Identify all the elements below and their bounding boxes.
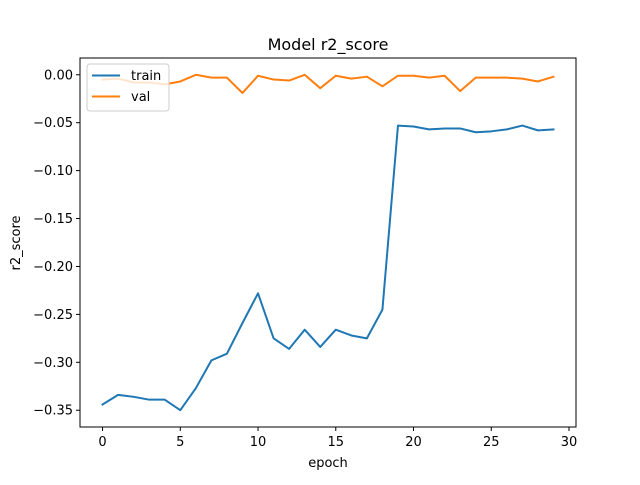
- data-point-train-20: [412, 125, 415, 128]
- data-point-val-25: [490, 76, 493, 79]
- data-point-val-16: [350, 77, 353, 80]
- data-point-train-12: [288, 348, 290, 350]
- x-axis-label: epoch: [308, 456, 348, 471]
- data-point-val-7: [210, 76, 213, 79]
- data-point-train-6: [195, 387, 197, 389]
- data-point-train-29: [552, 128, 555, 131]
- data-point-train-22: [443, 127, 446, 130]
- y-tick-label: −0.10: [33, 164, 73, 179]
- y-tick-label: −0.05: [33, 116, 73, 131]
- x-axis-ticks: 0 5 10 15 20 25 30: [98, 427, 577, 450]
- data-point-val-22: [443, 74, 446, 77]
- plot-area: 0 5 10 15 20 25 30 0.00 −0.05 −0.10 −0.15 −0.20 −0.…: [33, 57, 577, 450]
- x-tick-label: 10: [250, 435, 267, 450]
- data-point-train-17: [366, 337, 368, 340]
- data-point-train-28: [537, 129, 539, 132]
- x-tick-label: 20: [405, 435, 422, 450]
- data-point-val-20: [412, 74, 415, 77]
- y-tick-label: −0.15: [33, 212, 73, 227]
- legend: train val: [86, 63, 170, 112]
- data-point-train-23: [459, 127, 461, 130]
- data-point-train-15: [334, 328, 337, 331]
- data-point-val-28: [537, 80, 539, 83]
- series-line-train: [101, 124, 555, 412]
- data-point-val-18: [381, 85, 384, 88]
- data-point-val-8: [226, 76, 228, 79]
- legend-label-train: train: [131, 69, 161, 84]
- x-tick-label: 0: [98, 435, 106, 450]
- data-point-val-5: [179, 80, 182, 83]
- data-point-train-26: [506, 128, 508, 131]
- data-point-train-11: [272, 337, 275, 340]
- data-point-val-17: [366, 75, 368, 78]
- data-point-val-11: [272, 78, 275, 81]
- data-point-train-7: [210, 359, 213, 362]
- y-tick-label: −0.35: [33, 404, 73, 419]
- x-tick-label: 25: [483, 435, 500, 450]
- data-point-val-14: [319, 87, 322, 89]
- y-axis-label: r2_score: [9, 215, 24, 270]
- data-point-train-3: [148, 398, 150, 401]
- data-point-val-13: [303, 73, 306, 76]
- data-point-train-19: [397, 124, 399, 127]
- data-point-val-27: [521, 77, 524, 80]
- legend-label-val: val: [131, 90, 150, 105]
- data-point-val-9: [241, 92, 244, 94]
- y-tick-label: −0.25: [33, 308, 73, 323]
- data-point-val-23: [459, 90, 461, 92]
- data-point-train-0: [101, 403, 104, 406]
- data-point-val-24: [474, 76, 477, 79]
- x-tick-label: 5: [176, 435, 184, 450]
- data-point-val-12: [288, 79, 290, 82]
- data-point-train-14: [319, 346, 322, 348]
- x-tick-label: 30: [561, 435, 578, 450]
- data-point-val-26: [506, 76, 508, 79]
- data-point-val-10: [257, 74, 259, 77]
- data-point-train-16: [350, 334, 353, 337]
- axes-frame: [79, 57, 577, 428]
- data-point-val-21: [428, 76, 430, 79]
- data-point-val-29: [552, 75, 555, 78]
- data-point-train-24: [474, 131, 477, 134]
- data-point-train-25: [490, 130, 493, 133]
- data-point-val-6: [195, 73, 197, 76]
- data-point-val-19: [397, 74, 399, 77]
- data-point-train-13: [303, 328, 306, 331]
- data-point-train-21: [428, 128, 430, 131]
- chart-title: Model r2_score: [268, 35, 389, 55]
- data-point-train-1: [117, 394, 119, 396]
- data-point-train-4: [163, 398, 166, 401]
- data-point-train-10: [257, 292, 259, 295]
- data-point-train-8: [226, 352, 228, 355]
- data-point-train-5: [179, 409, 182, 412]
- y-tick-label: 0.00: [44, 68, 73, 83]
- y-tick-label: −0.30: [33, 356, 73, 371]
- x-tick-label: 15: [328, 435, 345, 450]
- y-axis-ticks: 0.00 −0.05 −0.10 −0.15 −0.20 −0.25 −0.30 −0.35: [33, 68, 80, 419]
- data-point-val-15: [334, 74, 337, 77]
- y-tick-label: −0.20: [33, 260, 73, 275]
- data-point-train-18: [381, 308, 384, 311]
- series-line-val: [101, 73, 555, 94]
- data-point-train-27: [521, 124, 524, 127]
- data-point-train-2: [132, 396, 135, 398]
- data-point-train-9: [241, 322, 244, 324]
- series-layer: [101, 73, 555, 412]
